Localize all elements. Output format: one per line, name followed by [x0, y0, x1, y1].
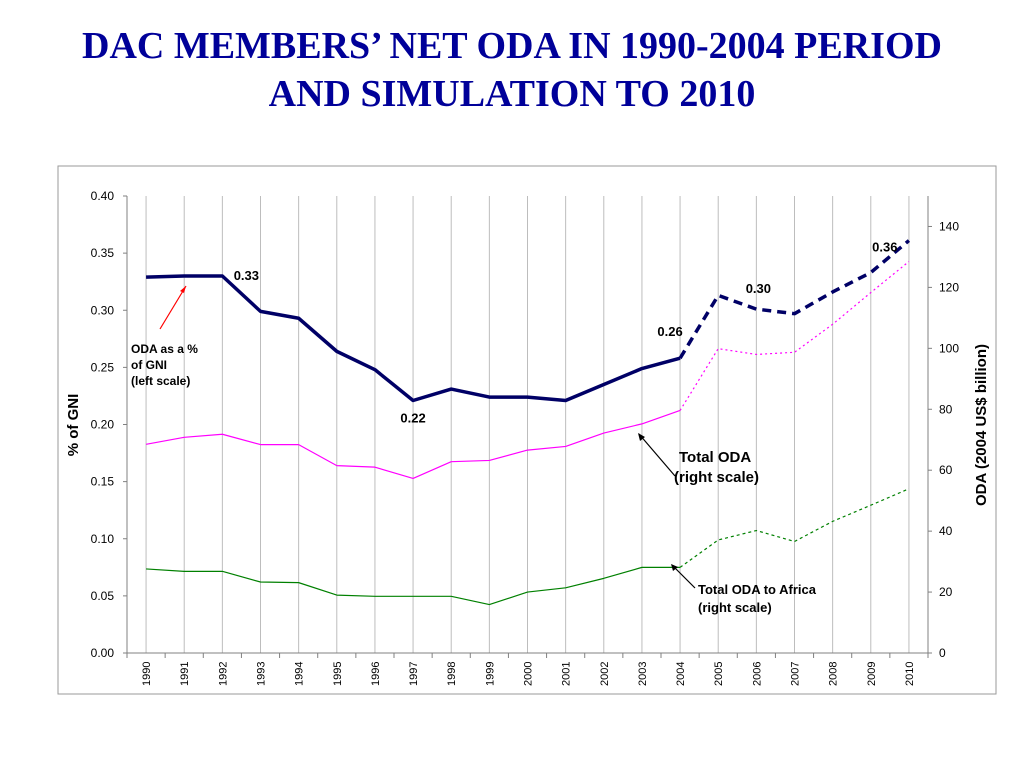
- annotation-gni-line2: of GNI: [131, 358, 167, 372]
- left-tick-label: 0.15: [91, 475, 115, 489]
- x-tick-label-1998: 1998: [446, 662, 458, 686]
- x-tick-label-2010: 2010: [904, 662, 916, 686]
- series-lines: [145, 239, 911, 606]
- data-label-1997: 0.22: [400, 411, 425, 426]
- x-tick-label-1997: 1997: [408, 662, 420, 686]
- right-tick-label: 40: [939, 524, 953, 538]
- x-tick-label-2002: 2002: [599, 662, 611, 686]
- x-axis-ticks: 1990 1991 1992 1993 1994 1995 1996 1997 1998 1999…: [126, 653, 929, 686]
- left-tick-label: 0.10: [91, 532, 115, 546]
- right-axis-label: ODA (2004 US$ billion): [973, 344, 990, 506]
- right-tick-label: 120: [939, 280, 959, 294]
- x-tick-label-2004: 2004: [675, 662, 687, 686]
- annotation-africa-arrow: [671, 564, 696, 589]
- x-tick-label-2009: 2009: [866, 662, 878, 686]
- annotation-africa-arrowhead: [671, 564, 678, 571]
- x-tick-label-2007: 2007: [790, 662, 802, 686]
- right-tick-label: 0: [939, 646, 946, 660]
- series-oda-as-a-of-gni-actual: [146, 274, 681, 403]
- data-labels: 0.33 0.22 0.26 0.30 0.36: [234, 240, 898, 426]
- page-title: DAC MEMBERS’ NET ODA IN 1990-2004 PERIOD…: [0, 22, 1024, 118]
- right-tick-label: 140: [939, 219, 959, 233]
- series-total-oda-to-africa-actual: [146, 566, 681, 606]
- left-tick-label: 0.05: [91, 589, 115, 603]
- x-tick-label-1994: 1994: [294, 662, 306, 686]
- annotation-total-line1: Total ODA: [679, 449, 751, 466]
- x-tick-label-1993: 1993: [256, 662, 268, 686]
- x-tick-label-2003: 2003: [637, 662, 649, 686]
- left-tick-label: 0.30: [91, 303, 115, 317]
- right-tick-label: 80: [939, 402, 953, 416]
- series-total-oda-to-africa-simulation: [679, 488, 910, 568]
- right-axis-ticks: 0 20 40 60 80 100 120 140: [928, 219, 959, 660]
- x-tick-label-1995: 1995: [332, 662, 344, 686]
- annotation-gni-line3: (left scale): [131, 374, 190, 388]
- left-axis-label: % of GNI: [65, 394, 82, 457]
- series-total-oda-simulation: [679, 261, 910, 411]
- annotation-africa: Total ODA to Africa (right scale): [671, 564, 817, 615]
- data-label-2004: 0.26: [657, 324, 682, 339]
- x-tick-label-2006: 2006: [751, 662, 763, 686]
- x-tick-label-1991: 1991: [179, 662, 191, 686]
- annotation-total-arrowhead: [638, 433, 645, 441]
- x-tick-label-1992: 1992: [217, 662, 229, 686]
- right-tick-label: 100: [939, 341, 959, 355]
- x-tick-label-1999: 1999: [484, 662, 496, 686]
- left-axis-ticks: 0.00 0.05 0.10 0.15 0.20 0.25 0.30 0.35 0.40: [91, 189, 127, 660]
- right-tick-label: 60: [939, 463, 953, 477]
- annotation-gni-line1: ODA as a %: [131, 342, 198, 356]
- data-label-1992: 0.33: [234, 268, 259, 283]
- series-oda-as-a-of-gni-simulation: [678, 239, 911, 360]
- annotation-total-arrow: [638, 433, 676, 477]
- x-tick-label-2008: 2008: [828, 662, 840, 686]
- vertical-grid: [145, 196, 910, 653]
- x-tick-label-2001: 2001: [561, 662, 573, 686]
- right-tick-label: 20: [939, 585, 953, 599]
- left-tick-label: 0.35: [91, 246, 115, 260]
- annotation-gni-arrowhead: [180, 286, 186, 293]
- left-tick-label: 0.40: [91, 189, 115, 203]
- x-tick-label-1990: 1990: [141, 662, 153, 686]
- left-tick-label: 0.25: [91, 360, 115, 374]
- annotation-total-oda: Total ODA (right scale): [638, 433, 759, 486]
- data-label-2009: 0.36: [872, 240, 897, 255]
- title-line-1: DAC MEMBERS’ NET ODA IN 1990-2004 PERIOD: [82, 25, 942, 67]
- annotation-africa-line1: Total ODA to Africa: [698, 582, 817, 597]
- series-total-oda-actual: [145, 409, 681, 480]
- left-tick-label: 0.00: [91, 646, 115, 660]
- title-line-2: AND SIMULATION TO 2010: [268, 73, 756, 115]
- left-tick-label: 0.20: [91, 418, 115, 432]
- annotation-gni: ODA as a % of GNI (left scale): [131, 285, 198, 388]
- x-tick-label-1996: 1996: [370, 662, 382, 686]
- x-tick-label-2005: 2005: [713, 662, 725, 686]
- annotation-africa-line2: (right scale): [698, 600, 772, 615]
- annotation-total-line2: (right scale): [674, 469, 759, 486]
- data-label-2006: 0.30: [746, 281, 771, 296]
- annotation-gni-arrow: [159, 285, 187, 330]
- x-tick-label-2000: 2000: [523, 662, 535, 686]
